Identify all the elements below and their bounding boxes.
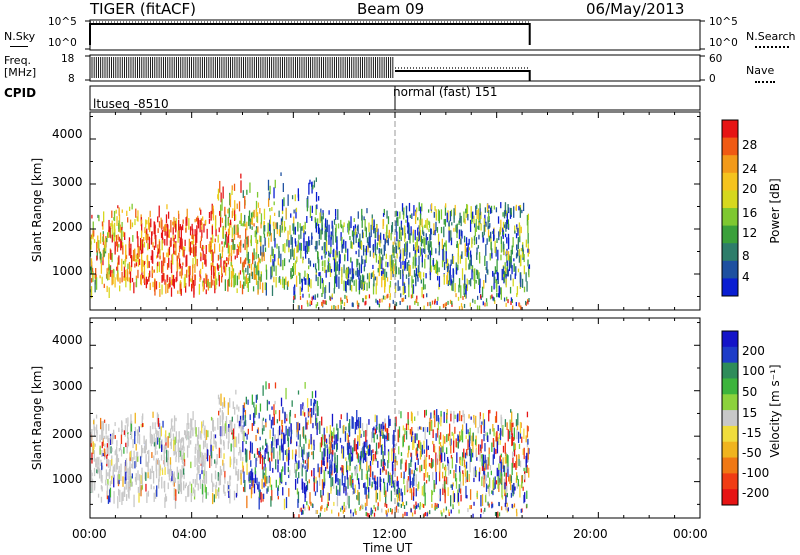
power-ytick-1000: 1000 — [52, 264, 83, 278]
vel-ytick-3000: 3000 — [52, 379, 83, 393]
cpid-label: CPID — [4, 86, 37, 100]
nsky-legend-line — [10, 46, 28, 47]
freq-trace-group — [91, 57, 394, 78]
power-colorbar-frame — [721, 119, 739, 297]
power-ytick-3000: 3000 — [52, 175, 83, 189]
xtick-2400: 00:00 — [673, 527, 708, 541]
freq-tick-top: 18 — [61, 53, 75, 65]
vel-cb-tick-m15: -15 — [742, 426, 762, 440]
vel-cb-tick-200: 200 — [742, 344, 765, 358]
vel-cb-tick-m100: -100 — [742, 466, 770, 480]
velocity-data — [89, 381, 530, 519]
vel-cb-tick-m200: -200 — [742, 486, 770, 500]
vel-ylabel: Slant Range [km] — [30, 365, 44, 471]
power-cb-tick-20: 20 — [742, 182, 758, 196]
power-cb-tick-24: 24 — [742, 162, 758, 176]
nave-label: Nave — [746, 64, 775, 77]
power-colorbar-swatch — [722, 278, 738, 297]
nsky-trace — [89, 23, 531, 45]
nsky-right-tick-bottom: 10^0 — [709, 37, 738, 49]
velocity-colorbar-swatch — [722, 331, 738, 348]
power-cb-tick-16: 16 — [742, 206, 758, 220]
power-cb-tick-28: 28 — [742, 138, 758, 152]
cpid-program-2: normal (fast) 151 — [393, 85, 498, 99]
velocity-colorbar-swatch — [722, 473, 738, 490]
power-ytick-4000: 4000 — [52, 127, 83, 141]
xtick-0800: 08:00 — [272, 527, 307, 541]
power-colorbar-swatch — [722, 120, 738, 139]
xtick-2000: 20:00 — [573, 527, 608, 541]
xtick-1200: 12:00 — [372, 527, 407, 541]
nave-legend-line — [755, 81, 775, 83]
vel-ytick-2000: 2000 — [52, 427, 83, 441]
power-ytick-2000: 2000 — [52, 220, 83, 234]
velocity-colorbar-swatch — [722, 425, 738, 443]
station-title: TIGER (fitACF) — [90, 0, 197, 18]
velocity-colorbar-swatch — [722, 441, 738, 459]
vel-cb-tick-100: 100 — [742, 364, 765, 378]
power-cb-tick-12: 12 — [742, 226, 758, 240]
freq-trace-normal — [395, 70, 531, 81]
vel-cb-tick-50: 50 — [742, 385, 758, 399]
freq-tick-bottom: 8 — [68, 73, 75, 85]
vel-cb-label: Velocity [m s⁻¹] — [768, 364, 782, 458]
velocity-colorbar-swatch — [722, 378, 738, 395]
nsearch-label: N.Search — [746, 30, 796, 43]
velocity-colorbar-swatch — [722, 489, 738, 506]
power-cb-label: Power [dB] — [768, 178, 782, 244]
status-panels-graphics — [85, 19, 705, 111]
power-colorbar-swatch — [722, 190, 738, 209]
power-panel — [89, 111, 739, 311]
vel-cb-tick-m50: -50 — [742, 446, 762, 460]
cpid-program-1: ltuseq -8510 — [93, 97, 169, 111]
velocity-colorbar-frame — [721, 330, 739, 506]
power-data — [89, 172, 531, 311]
nsearch-legend-line — [755, 46, 789, 48]
power-ylabel: Slant Range [km] — [30, 157, 44, 263]
freq-right-tick-top: 60 — [709, 53, 723, 65]
freq-right-tick-bottom: 0 — [709, 73, 716, 85]
velocity-colorbar-swatch — [722, 410, 738, 427]
velocity-colorbar-swatch — [722, 362, 738, 379]
xtick-0000: 00:00 — [72, 527, 107, 541]
power-cb-tick-8: 8 — [742, 249, 750, 263]
power-colorbar-swatch — [722, 208, 738, 227]
velocity-colorbar-swatch — [722, 394, 738, 411]
vel-ytick-4000: 4000 — [52, 333, 83, 347]
freq-label-2: [MHz] — [4, 66, 37, 79]
beam-title: Beam 09 — [357, 0, 425, 18]
power-colorbar-swatch — [722, 155, 738, 174]
xtick-0400: 04:00 — [172, 527, 207, 541]
freq-panel-frame — [89, 54, 701, 82]
xtick-1600: 16:00 — [473, 527, 508, 541]
velocity-colorbar-swatch — [722, 457, 738, 474]
power-colorbar-swatch — [722, 172, 738, 191]
power-colorbar-swatch — [722, 260, 738, 279]
nsky-tick-bottom: 10^0 — [48, 37, 77, 49]
date-title: 06/May/2013 — [586, 0, 685, 18]
power-cb-tick-4: 4 — [742, 270, 750, 284]
power-colorbar-swatch — [722, 137, 738, 156]
vel-ytick-1000: 1000 — [52, 472, 83, 486]
xaxis-label: Time UT — [363, 541, 413, 555]
nsky-label: N.Sky — [4, 30, 36, 43]
freq-label-1: Freq. — [4, 54, 32, 67]
nsky-right-tick-top: 10^5 — [709, 16, 738, 28]
power-colorbar-swatch — [722, 225, 738, 244]
vel-cb-tick-15: 15 — [742, 406, 758, 420]
power-colorbar-swatch — [722, 243, 738, 262]
velocity-colorbar-swatch — [722, 346, 738, 364]
nsky-tick-top: 10^5 — [48, 16, 77, 28]
velocity-panel — [89, 317, 739, 519]
